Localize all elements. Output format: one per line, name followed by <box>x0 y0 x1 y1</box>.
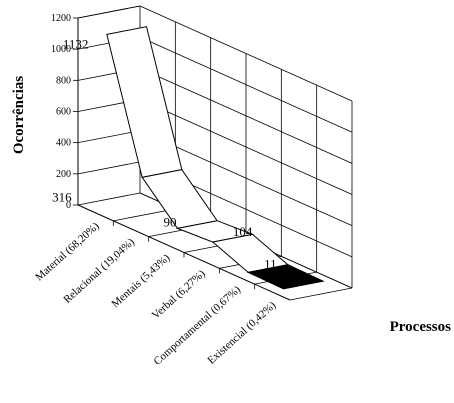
left-wall-gridline <box>77 192 141 206</box>
y-tick-label: 1000 <box>51 44 71 55</box>
left-wall-top-edge <box>77 5 141 19</box>
y-tick-label: 200 <box>56 169 71 180</box>
y-tick-label: 600 <box>56 107 71 118</box>
data-ribbon <box>106 26 325 290</box>
y-tick-labels: 0 200 400 600 800 1000 1200 <box>51 13 71 211</box>
data-label: 90 <box>163 214 176 229</box>
ribbon-segment <box>246 264 325 290</box>
y-tick-label: 400 <box>56 138 71 149</box>
data-labels: 1132 316 90 104 11 7 <box>52 36 304 287</box>
y-tick-label: 800 <box>56 75 71 86</box>
left-wall-gridline <box>77 161 141 175</box>
category-label: Comportamental (0,67%) <box>151 283 243 367</box>
y-axis-title: Ocorrências <box>11 76 27 154</box>
data-label: 11 <box>264 256 277 271</box>
ribbon-segment <box>106 26 183 178</box>
category-label: Verbal (6,27%) <box>150 268 208 322</box>
data-label: 104 <box>233 224 253 239</box>
data-label: 1132 <box>63 36 89 51</box>
y-tick-label: 1200 <box>51 13 71 24</box>
data-label: 316 <box>52 189 72 204</box>
y-tick-label: 0 <box>66 200 71 211</box>
data-label: 7 <box>297 273 304 288</box>
floor-right-edge <box>289 287 353 301</box>
x-axis-title: Processos <box>390 319 452 335</box>
left-wall-gridline <box>77 130 141 144</box>
